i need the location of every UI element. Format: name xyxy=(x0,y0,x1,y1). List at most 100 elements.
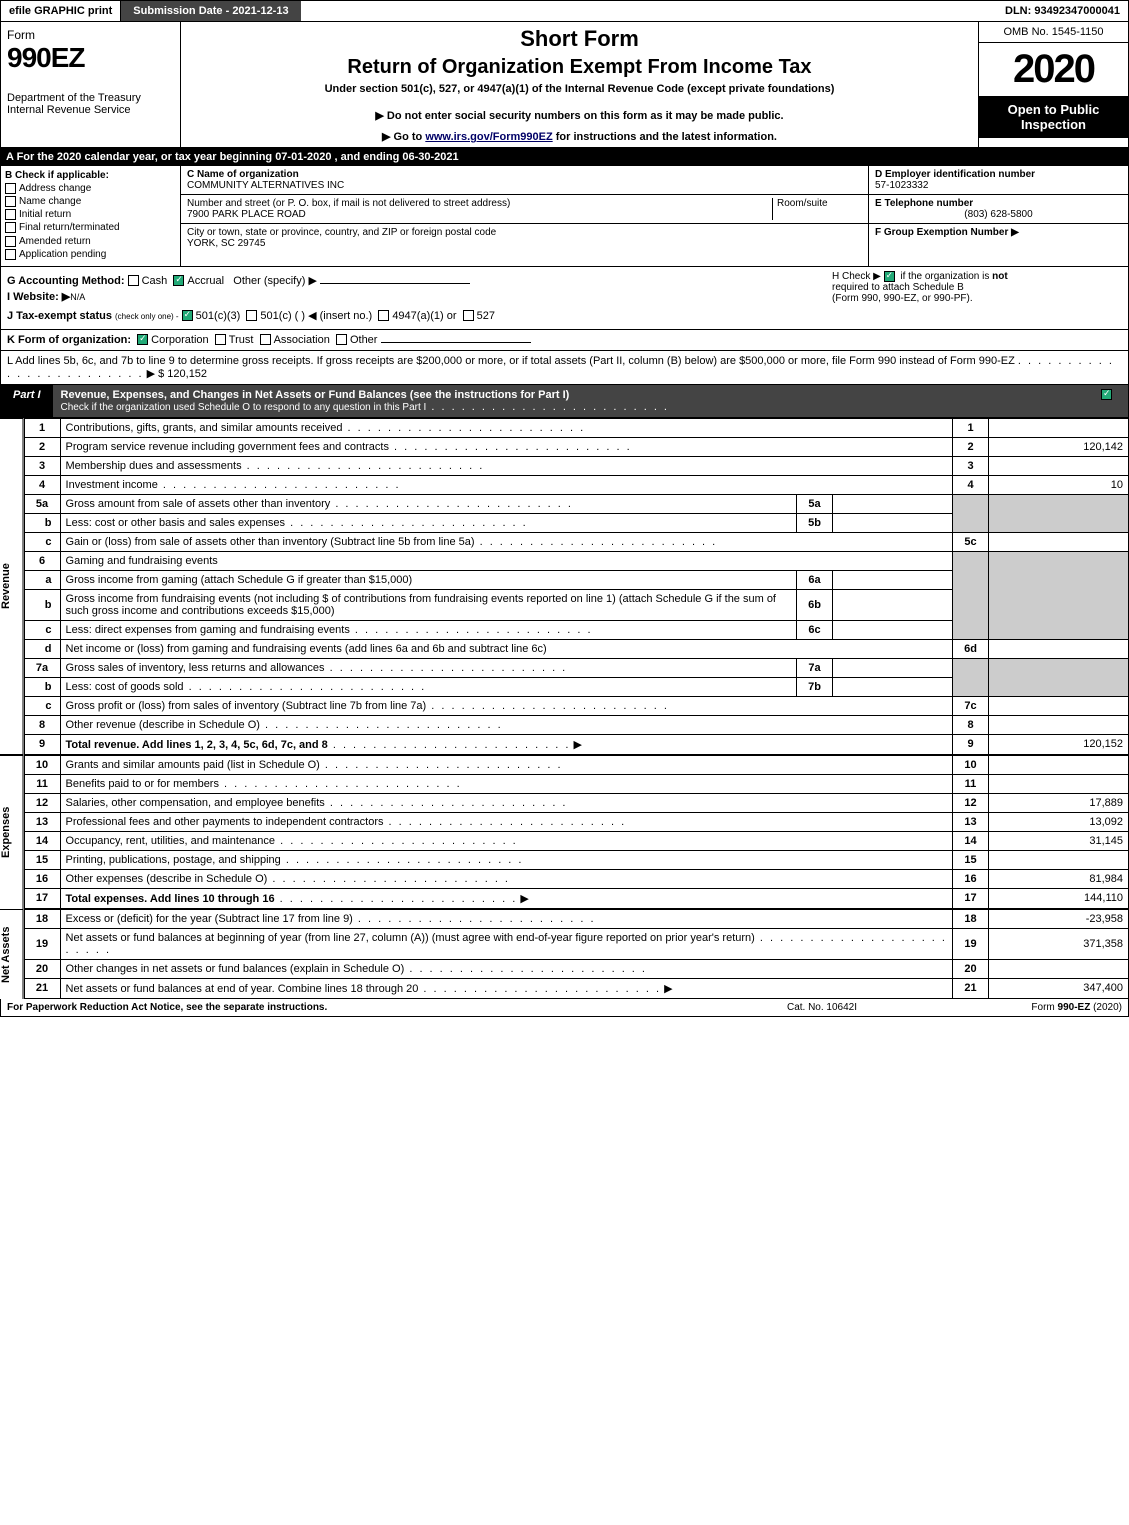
footer-right: Form 990-EZ (2020) xyxy=(922,1002,1122,1013)
k-other-check[interactable] xyxy=(336,334,347,345)
j-501c-check[interactable] xyxy=(246,310,257,321)
efile-label[interactable]: efile GRAPHIC print xyxy=(1,1,121,21)
k-trust-check[interactable] xyxy=(215,334,226,345)
tel-row: E Telephone number (803) 628-5800 xyxy=(869,195,1128,224)
j-4947-check[interactable] xyxy=(378,310,389,321)
l5a-desc: Gross amount from sale of assets other t… xyxy=(66,498,331,510)
l6d-desc: Net income or (loss) from gaming and fun… xyxy=(66,643,547,655)
l14-desc: Occupancy, rent, utilities, and maintena… xyxy=(66,835,276,847)
l17-desc: Total expenses. Add lines 10 through 16 xyxy=(66,893,275,905)
l5c-amount xyxy=(989,532,1129,551)
table-row: 18Excess or (deficit) for the year (Subt… xyxy=(24,909,1128,928)
netassets-side-label: Net Assets xyxy=(0,909,24,999)
l8-desc: Other revenue (describe in Schedule O) xyxy=(66,719,260,731)
check-final-return[interactable]: Final return/terminated xyxy=(5,222,176,233)
h-text2: if the organization is xyxy=(900,271,992,282)
check-amended-return[interactable]: Amended return xyxy=(5,236,176,247)
line-g: G Accounting Method: Cash Accrual Other … xyxy=(7,274,822,287)
table-row: 17Total expenses. Add lines 10 through 1… xyxy=(24,888,1128,908)
l3-amount xyxy=(989,456,1129,475)
j-501c3-label: 501(c)(3) xyxy=(196,310,241,322)
k-other-input[interactable] xyxy=(381,342,531,343)
l16-desc: Other expenses (describe in Schedule O) xyxy=(66,873,268,885)
form-header: Form 990EZ Department of the Treasury In… xyxy=(0,22,1129,148)
l4-amount: 10 xyxy=(989,475,1129,494)
part1-header: Part I Revenue, Expenses, and Changes in… xyxy=(0,385,1129,418)
check-application-pending[interactable]: Application pending xyxy=(5,249,176,260)
check-initial-return[interactable]: Initial return xyxy=(5,209,176,220)
g-cash-label: Cash xyxy=(142,275,168,287)
b-label: B Check if applicable: xyxy=(5,170,176,181)
irs-link[interactable]: www.irs.gov/Form990EZ xyxy=(425,131,552,143)
k-corp-check[interactable] xyxy=(137,334,148,345)
l16-amount: 81,984 xyxy=(989,869,1129,888)
l7b-mini xyxy=(833,677,953,696)
table-row: 4Investment income410 xyxy=(24,475,1128,494)
l-value: ▶ $ 120,152 xyxy=(147,368,207,380)
part1-schedule-o-check[interactable] xyxy=(1088,385,1128,417)
h-check[interactable] xyxy=(884,271,895,282)
l6d-amount xyxy=(989,639,1129,658)
revenue-table: 1Contributions, gifts, grants, and simil… xyxy=(24,418,1129,755)
city-row: City or town, state or province, country… xyxy=(181,224,868,252)
top-bar: efile GRAPHIC print Submission Date - 20… xyxy=(0,0,1129,22)
check-address-change[interactable]: Address change xyxy=(5,183,176,194)
k-assoc-check[interactable] xyxy=(260,334,271,345)
l11-desc: Benefits paid to or for members xyxy=(66,778,219,790)
table-row: 2Program service revenue including gover… xyxy=(24,437,1128,456)
j-501c3-check[interactable] xyxy=(182,310,193,321)
k-label: K Form of organization: xyxy=(7,334,131,346)
part1-dots xyxy=(426,401,669,413)
street-label: Number and street (or P. O. box, if mail… xyxy=(187,198,510,209)
j-4947-label: 4947(a)(1) or xyxy=(392,310,456,322)
note2-post: for instructions and the latest informat… xyxy=(553,131,777,143)
h-text4: (Form 990, 990-EZ, or 990-PF). xyxy=(832,293,973,304)
expenses-table: 10Grants and similar amounts paid (list … xyxy=(24,755,1129,909)
form-title: Return of Organization Exempt From Incom… xyxy=(191,56,968,79)
l8-amount xyxy=(989,715,1129,734)
l20-desc: Other changes in net assets or fund bala… xyxy=(66,963,405,975)
l18-desc: Excess or (deficit) for the year (Subtra… xyxy=(66,913,353,925)
open-inspection: Open to Public Inspection xyxy=(979,96,1128,138)
l12-amount: 17,889 xyxy=(989,793,1129,812)
netassets-table: 18Excess or (deficit) for the year (Subt… xyxy=(24,909,1129,999)
h-label: H Check ▶ xyxy=(832,271,881,282)
l17-amount: 144,110 xyxy=(989,888,1129,908)
table-row: 8Other revenue (describe in Schedule O)8 xyxy=(24,715,1128,734)
irs-label: Internal Revenue Service xyxy=(7,104,174,116)
revenue-side-label: Revenue xyxy=(0,418,24,755)
g-accrual-check[interactable] xyxy=(173,275,184,286)
g-cash-check[interactable] xyxy=(128,275,139,286)
submission-date: Submission Date - 2021-12-13 xyxy=(121,1,300,21)
ein-value: 57-1023332 xyxy=(875,180,928,191)
l3-desc: Membership dues and assessments xyxy=(66,460,242,472)
mid-block: G Accounting Method: Cash Accrual Other … xyxy=(0,267,1129,330)
table-row: cGain or (loss) from sale of assets othe… xyxy=(24,532,1128,551)
i-label: I Website: ▶ xyxy=(7,291,70,303)
l9-amount: 120,152 xyxy=(989,734,1129,754)
omb-number: OMB No. 1545-1150 xyxy=(979,22,1128,43)
table-row: 14Occupancy, rent, utilities, and mainte… xyxy=(24,831,1128,850)
l7a-mini xyxy=(833,658,953,677)
footer: For Paperwork Reduction Act Notice, see … xyxy=(0,999,1129,1017)
k-assoc-label: Association xyxy=(274,334,330,346)
l5a-mini xyxy=(833,494,953,513)
l2-desc: Program service revenue including govern… xyxy=(66,441,389,453)
l20-amount xyxy=(989,959,1129,978)
j-527-check[interactable] xyxy=(463,310,474,321)
check-amended-label: Amended return xyxy=(19,236,91,247)
check-name-change[interactable]: Name change xyxy=(5,196,176,207)
l10-desc: Grants and similar amounts paid (list in… xyxy=(66,759,320,771)
g-other-input[interactable] xyxy=(320,283,470,284)
j-527-label: 527 xyxy=(477,310,495,322)
check-pending-label: Application pending xyxy=(19,249,106,260)
dln-label: DLN: 93492347000041 xyxy=(997,1,1128,21)
g-other-label: Other (specify) ▶ xyxy=(233,275,317,287)
l6-desc: Gaming and fundraising events xyxy=(60,551,952,570)
revenue-section: Revenue 1Contributions, gifts, grants, a… xyxy=(0,418,1129,755)
l1-amount xyxy=(989,418,1129,437)
l21-desc: Net assets or fund balances at end of ye… xyxy=(66,983,419,995)
l7c-amount xyxy=(989,696,1129,715)
note2-pre: ▶ Go to xyxy=(382,131,425,143)
note-link: ▶ Go to www.irs.gov/Form990EZ for instru… xyxy=(191,130,968,143)
